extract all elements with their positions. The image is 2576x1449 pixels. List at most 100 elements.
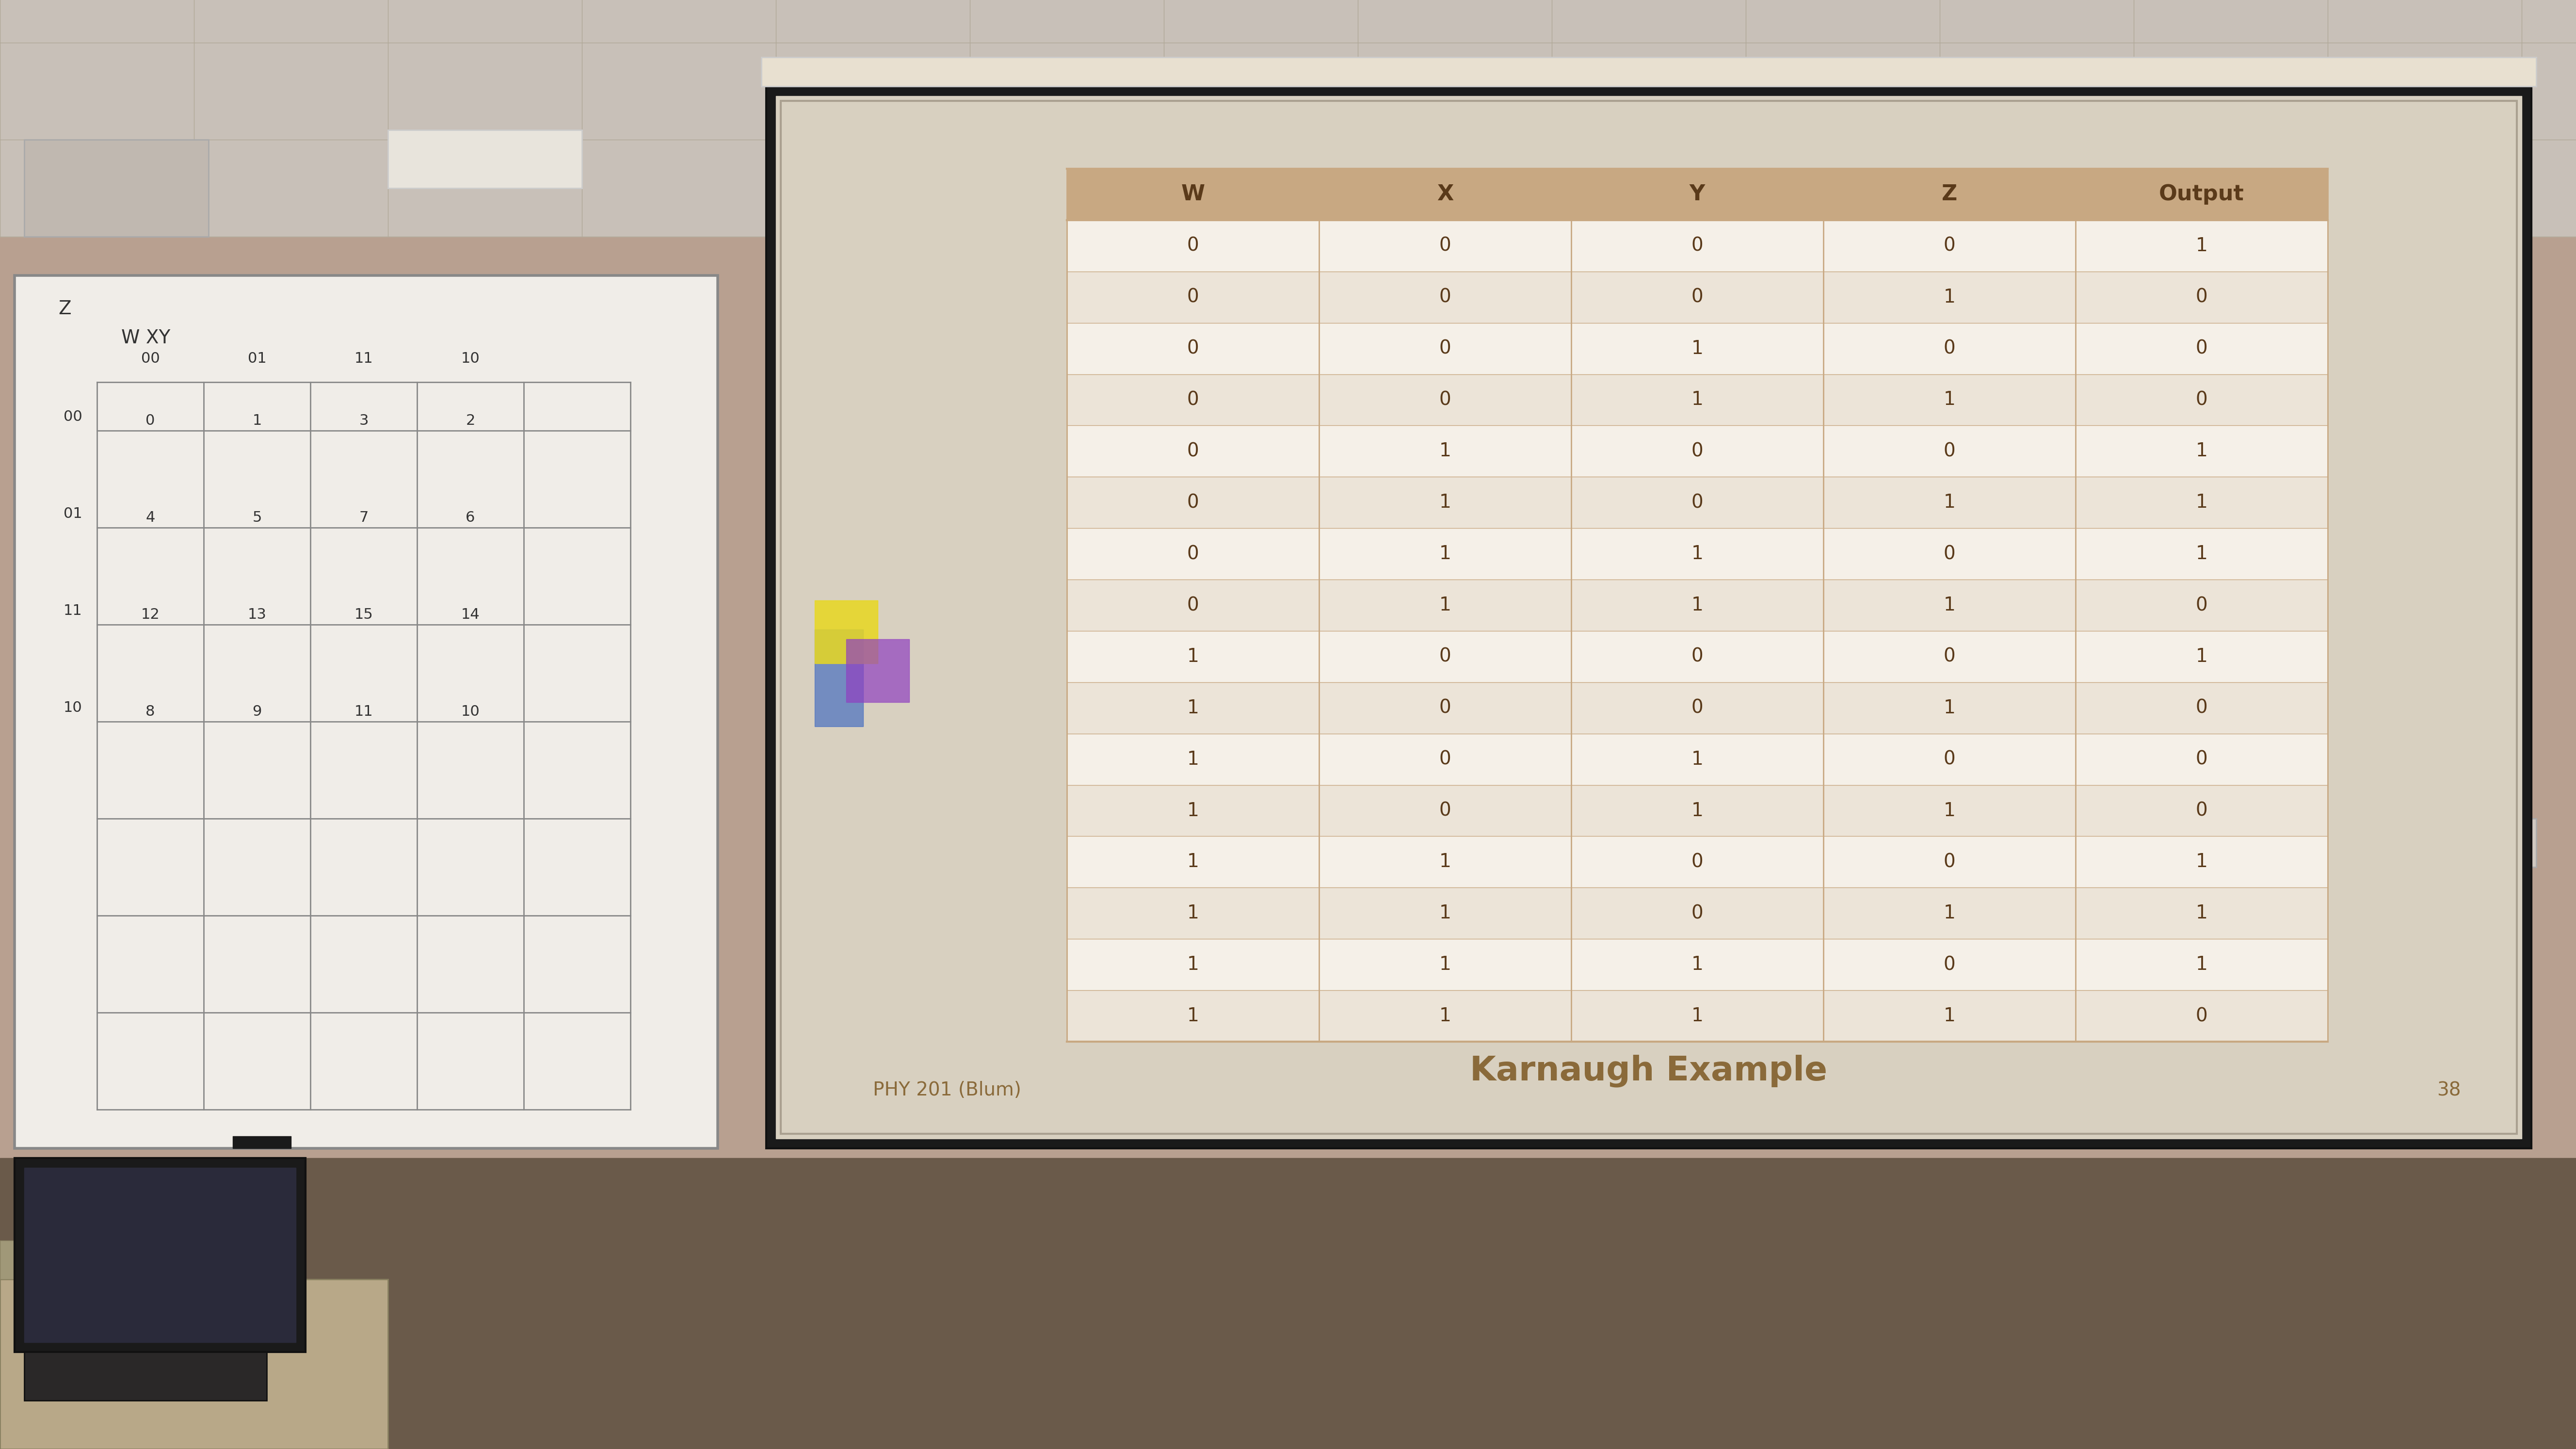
Text: 0: 0 <box>1440 751 1450 768</box>
Text: 0: 0 <box>1692 904 1703 923</box>
Text: 1: 1 <box>2195 852 2208 871</box>
Text: 10: 10 <box>64 701 82 714</box>
Text: 0: 0 <box>2195 339 2208 358</box>
Text: 1: 1 <box>1440 904 1450 923</box>
Text: 0: 0 <box>147 414 155 427</box>
Text: 1: 1 <box>1440 442 1450 461</box>
Text: 0: 0 <box>1692 852 1703 871</box>
Bar <box>0 1279 389 1449</box>
Text: 1: 1 <box>1440 1007 1450 1026</box>
Text: 0: 0 <box>1440 801 1450 820</box>
Text: PHY 201 (Blum): PHY 201 (Blum) <box>873 1081 1020 1100</box>
Text: 0: 0 <box>1942 751 1955 768</box>
Text: 1: 1 <box>1942 493 1955 511</box>
Text: 12: 12 <box>142 609 160 622</box>
Text: Karnaugh Example: Karnaugh Example <box>1471 1055 1826 1087</box>
Text: 11: 11 <box>355 704 374 719</box>
Text: 0: 0 <box>1188 493 1198 511</box>
Text: 1: 1 <box>1692 545 1703 564</box>
Text: 0: 0 <box>1188 391 1198 409</box>
Bar <box>23 1352 268 1401</box>
Bar <box>1066 580 2329 630</box>
Bar <box>814 600 878 664</box>
Bar <box>23 1168 296 1342</box>
Text: 5: 5 <box>252 511 263 525</box>
Text: 0: 0 <box>1692 442 1703 461</box>
Text: 1: 1 <box>1942 1007 1955 1026</box>
Text: 1: 1 <box>1692 955 1703 974</box>
Text: 1: 1 <box>1188 648 1198 665</box>
Text: 0: 0 <box>1942 545 1955 564</box>
Text: 1: 1 <box>1440 955 1450 974</box>
Bar <box>1018 130 1309 188</box>
Text: 13: 13 <box>247 609 265 622</box>
Bar <box>1066 836 2329 888</box>
Text: 15: 15 <box>355 609 374 622</box>
Text: 1: 1 <box>2195 955 2208 974</box>
Text: 1: 1 <box>1692 596 1703 614</box>
Text: W: W <box>1180 184 1206 204</box>
Text: 7: 7 <box>358 511 368 525</box>
Text: 0: 0 <box>1942 236 1955 255</box>
Text: 0: 0 <box>2195 751 2208 768</box>
Text: 1: 1 <box>2195 904 2208 923</box>
Bar <box>765 87 2532 1149</box>
Text: 1: 1 <box>1942 391 1955 409</box>
Text: 11: 11 <box>355 352 374 365</box>
Text: 1: 1 <box>1440 545 1450 564</box>
Text: 4: 4 <box>147 511 155 525</box>
Bar <box>848 639 909 703</box>
Text: 1: 1 <box>1440 596 1450 614</box>
Text: 1: 1 <box>1692 1007 1703 1026</box>
Text: 0: 0 <box>1942 339 1955 358</box>
Text: 1: 1 <box>1692 391 1703 409</box>
Text: 1: 1 <box>1188 751 1198 768</box>
Text: 1: 1 <box>2195 545 2208 564</box>
Text: 1: 1 <box>1188 955 1198 974</box>
Text: 1: 1 <box>1440 852 1450 871</box>
Bar <box>1066 323 2329 374</box>
Text: 6: 6 <box>466 511 474 525</box>
Text: 0: 0 <box>1188 339 1198 358</box>
Text: Output: Output <box>2159 184 2244 204</box>
Bar <box>1066 682 2329 733</box>
Text: Z: Z <box>1942 184 1958 204</box>
Bar <box>814 629 863 726</box>
Text: 0: 0 <box>1440 288 1450 306</box>
Text: 0: 0 <box>2195 801 2208 820</box>
Text: 1: 1 <box>1942 904 1955 923</box>
Text: 0: 0 <box>1692 698 1703 717</box>
Bar <box>1066 271 2329 323</box>
Text: 1: 1 <box>1692 751 1703 768</box>
Text: 1: 1 <box>2195 648 2208 665</box>
Text: 10: 10 <box>461 704 479 719</box>
Text: W XY: W XY <box>121 329 170 348</box>
Bar <box>781 101 2517 1133</box>
Bar <box>232 1136 291 1149</box>
Text: 1: 1 <box>1942 288 1955 306</box>
Text: 10: 10 <box>461 352 479 365</box>
Text: 0: 0 <box>1692 236 1703 255</box>
Text: 1: 1 <box>1188 1007 1198 1026</box>
Text: 14: 14 <box>461 609 479 622</box>
Bar <box>1066 630 2329 682</box>
Text: 1: 1 <box>1188 801 1198 820</box>
Text: 0: 0 <box>1692 288 1703 306</box>
Bar <box>1066 529 2329 580</box>
Text: 0: 0 <box>1188 442 1198 461</box>
Bar <box>0 1158 2576 1449</box>
Text: 1: 1 <box>1692 339 1703 358</box>
Text: 0: 0 <box>1440 339 1450 358</box>
Text: 9: 9 <box>252 704 263 719</box>
Text: 00: 00 <box>142 352 160 365</box>
Text: 01: 01 <box>64 507 82 520</box>
Text: X: X <box>1437 184 1453 204</box>
Bar <box>1066 168 2329 220</box>
Text: 1: 1 <box>2195 236 2208 255</box>
Bar <box>1066 785 2329 836</box>
Bar <box>762 57 2537 87</box>
Bar <box>23 139 209 236</box>
Text: 38: 38 <box>2437 1081 2460 1100</box>
Text: 0: 0 <box>1942 852 1955 871</box>
Text: 0: 0 <box>1188 596 1198 614</box>
